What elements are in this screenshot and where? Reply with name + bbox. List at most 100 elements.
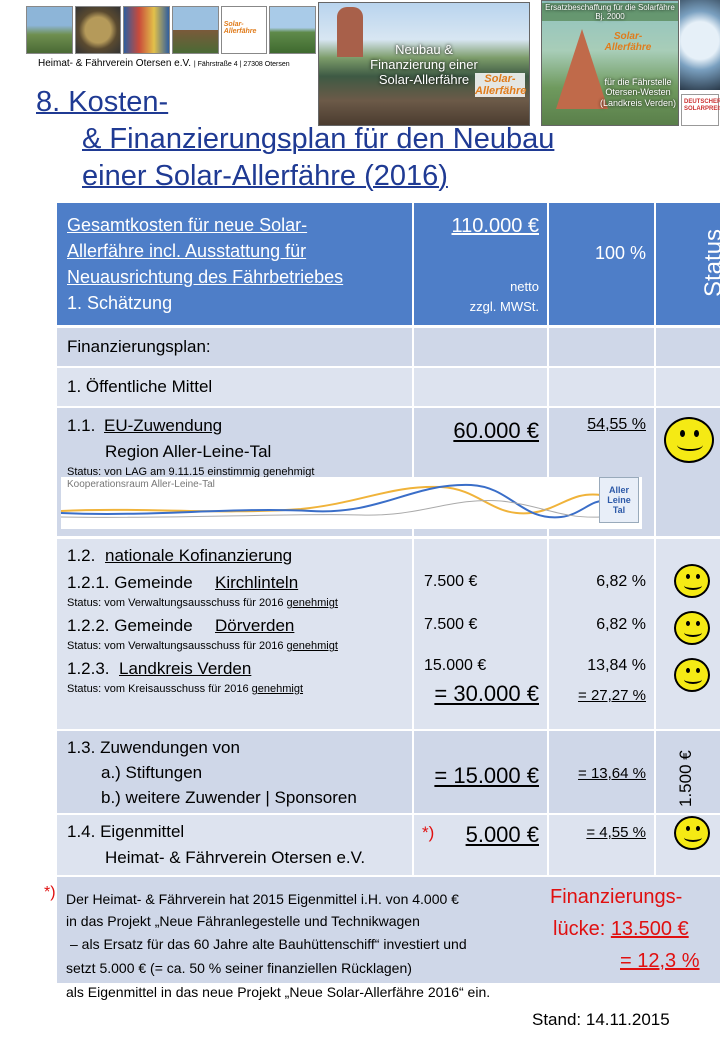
strip-photo-window bbox=[123, 6, 171, 54]
eu-label: EU-Zuwendung bbox=[104, 416, 223, 435]
photo-center-logo: Solar-Allerfähre bbox=[475, 73, 527, 97]
oeffentliche-label: 1. Öffentliche Mittel bbox=[67, 377, 213, 396]
national-item1-name: Kirchlinteln bbox=[215, 573, 299, 592]
eu-num: 1.1. bbox=[67, 416, 96, 435]
national-item1-status: Status: vom Verwaltungsausschuss für 201… bbox=[67, 597, 338, 609]
photo-center-caption: Neubau & Finanzierung einer Solar-Allerf… bbox=[370, 42, 478, 87]
row-nationale-kofinanzierung: 1.2. nationale Kofinanzierung 1.2.1. Gem… bbox=[57, 539, 720, 729]
strip-photo-church bbox=[172, 6, 219, 54]
footnote-line3: – als Ersatz für das 60 Jahre alte Bauhü… bbox=[70, 936, 467, 952]
org-name-line: Heimat- & Fährverein Otersen e.V. | Fähr… bbox=[38, 58, 290, 69]
eu-amount: 60.000 € bbox=[453, 418, 539, 443]
eigen-star: *) bbox=[422, 823, 435, 842]
national-item1-amount: 7.500 € bbox=[424, 573, 478, 590]
logo-aller: Aller bbox=[608, 485, 629, 495]
footnote-line2: in das Projekt „Neue Fähranlegestelle un… bbox=[66, 913, 420, 929]
national-item2-name: Dörverden bbox=[215, 616, 295, 635]
row-footnote bbox=[57, 877, 720, 983]
church-tower-graphic bbox=[556, 29, 608, 109]
national-label: nationale Kofinanzierung bbox=[105, 546, 293, 565]
table-header-row: Gesamtkosten für neue Solar- Allerfähre … bbox=[57, 203, 720, 325]
smiley-doerverden-icon bbox=[674, 611, 710, 645]
photo-solar-globe bbox=[680, 0, 720, 90]
footnote-star: *) bbox=[44, 884, 56, 901]
national-item3-status: Status: vom Kreisausschuss für 2016 gene… bbox=[67, 683, 303, 695]
photo-right-caption-top: Ersatzbeschaffung für die Solarfähre Bj.… bbox=[542, 3, 678, 22]
national-item3-amount: 15.000 € bbox=[424, 657, 487, 674]
eigen-amount: 5.000 € bbox=[465, 822, 539, 847]
header-netto: netto bbox=[510, 279, 539, 294]
national-item1-num: 1.2.1. Gemeinde bbox=[67, 573, 193, 592]
photo-tower bbox=[337, 7, 363, 57]
wave-line-grey bbox=[61, 499, 602, 518]
header-desc-line1: Gesamtkosten für neue Solar- bbox=[67, 215, 308, 235]
logo-tal: Tal bbox=[612, 504, 626, 515]
gap-line2: lücke: 13.500 € bbox=[553, 918, 689, 941]
header-percent: 100 % bbox=[594, 243, 646, 263]
national-total: = 30.000 € bbox=[434, 681, 539, 706]
national-item1-status-text: Status: vom Verwaltungsausschuss für 201… bbox=[67, 597, 284, 609]
row-oeffentliche-mittel: 1. Öffentliche Mittel bbox=[57, 368, 720, 406]
logo-leine: Leine bbox=[607, 494, 631, 505]
smiley-eigenmittel-icon bbox=[674, 816, 710, 850]
header-status-cell: Status bbox=[656, 203, 720, 325]
page-title-line3: einer Solar-Allerfähre (2016) bbox=[82, 160, 448, 192]
national-num: 1.2. bbox=[67, 546, 96, 565]
national-item2-percent: 6,82 % bbox=[596, 616, 646, 633]
cost-table: Gesamtkosten für neue Solar- Allerfähre … bbox=[57, 203, 720, 983]
strip-photo-river bbox=[269, 6, 317, 54]
zuwendungen-line2: a.) Stiftungen bbox=[101, 763, 203, 782]
kooperationsraum-banner: Kooperationsraum Aller-Leine-Tal Aller L… bbox=[61, 477, 642, 529]
row-eigenmittel: 1.4. Eigenmittel Heimat- & Fährverein Ot… bbox=[57, 815, 720, 875]
zuwendungen-amount: = 15.000 € bbox=[434, 763, 539, 788]
smiley-kirchlinteln-icon bbox=[674, 564, 710, 598]
eu-percent: 54,55 % bbox=[587, 416, 646, 433]
wave-line-blue bbox=[61, 483, 607, 519]
header-desc-line2: Allerfähre incl. Ausstattung für bbox=[67, 241, 307, 261]
eigen-percent: = 4,55 % bbox=[586, 824, 646, 841]
header-mwst: zzgl. MWSt. bbox=[469, 299, 539, 314]
national-item3-name: Landkreis Verden bbox=[119, 659, 252, 678]
gap-line1: Finanzierungs- bbox=[550, 886, 683, 908]
stand-date: Stand: 14.11.2015 bbox=[532, 1010, 670, 1029]
zuwendungen-status-amount: 1.500 € bbox=[676, 750, 695, 807]
solarpreis-badge-text: DEUTSCHER SOLARPREIS bbox=[684, 99, 720, 112]
eigen-line1: 1.4. Eigenmittel bbox=[67, 822, 185, 841]
national-item2-status-approved: genehmigt bbox=[286, 640, 338, 652]
gap-label: lücke: bbox=[553, 918, 611, 940]
photo-right-logo: Solar-Allerfähre bbox=[604, 31, 652, 53]
footnote-line1: Der Heimat- & Fährverein hat 2015 Eigenm… bbox=[66, 891, 459, 907]
national-total-percent: = 27,27 % bbox=[578, 687, 646, 704]
eu-region: Region Aller-Leine-Tal bbox=[105, 442, 272, 461]
header-amount-cell: 110.000 € netto zzgl. MWSt. bbox=[414, 203, 547, 325]
header-amount: 110.000 € bbox=[451, 215, 540, 237]
header-percent-cell: 100 % bbox=[549, 203, 654, 325]
footnote-line5: als Eigenmittel in das neue Projekt „Neu… bbox=[66, 984, 491, 1000]
eu-status: Status: von LAG am 9.11.15 einstimmig ge… bbox=[67, 466, 315, 478]
zuwendungen-percent: = 13,64 % bbox=[578, 765, 646, 782]
national-item3-status-approved: genehmigt bbox=[251, 683, 304, 695]
national-item2-status: Status: vom Verwaltungsausschuss für 201… bbox=[67, 640, 338, 652]
header-desc-line4: 1. Schätzung bbox=[67, 293, 173, 313]
national-item2-num: 1.2.2. Gemeinde bbox=[67, 616, 193, 635]
org-name: Heimat- & Fährverein Otersen e.V. bbox=[38, 58, 192, 69]
kooperationsraum-title: Kooperationsraum Aller-Leine-Tal bbox=[67, 479, 215, 490]
kooperationsraum-wave-graphic bbox=[61, 483, 607, 519]
national-item3-percent: 13,84 % bbox=[587, 657, 646, 674]
header-status: Status bbox=[700, 228, 720, 297]
national-item2-amount: 7.500 € bbox=[424, 616, 478, 633]
photo-right-caption-bottom: für die Fährstelle Otersen-Westen (Landk… bbox=[599, 77, 677, 108]
eigen-line2: Heimat- & Fährverein Otersen e.V. bbox=[105, 848, 366, 867]
strip-photo-logo: Solar-Allerfähre bbox=[220, 6, 268, 54]
smiley-eu-approved-icon bbox=[664, 417, 714, 463]
aller-leine-tal-logo: Aller Leine Tal bbox=[599, 477, 639, 523]
photo-ferry-passengers: Neubau & Finanzierung einer Solar-Allerf… bbox=[318, 2, 530, 126]
smiley-landkreis-icon bbox=[674, 658, 710, 692]
gap-percent: = 12,3 % bbox=[620, 950, 700, 972]
wave-line-yellow bbox=[61, 485, 602, 515]
zuwendungen-line3: b.) weitere Zuwender | Sponsoren bbox=[101, 788, 357, 807]
page-title-line2: & Finanzierungsplan für den Neubau bbox=[82, 123, 555, 155]
zuwendungen-line1: 1.3. Zuwendungen von bbox=[67, 738, 240, 757]
header-desc-cell: Gesamtkosten für neue Solar- Allerfähre … bbox=[57, 203, 412, 325]
strip-logo-text: Solar-Allerfähre bbox=[223, 21, 257, 35]
